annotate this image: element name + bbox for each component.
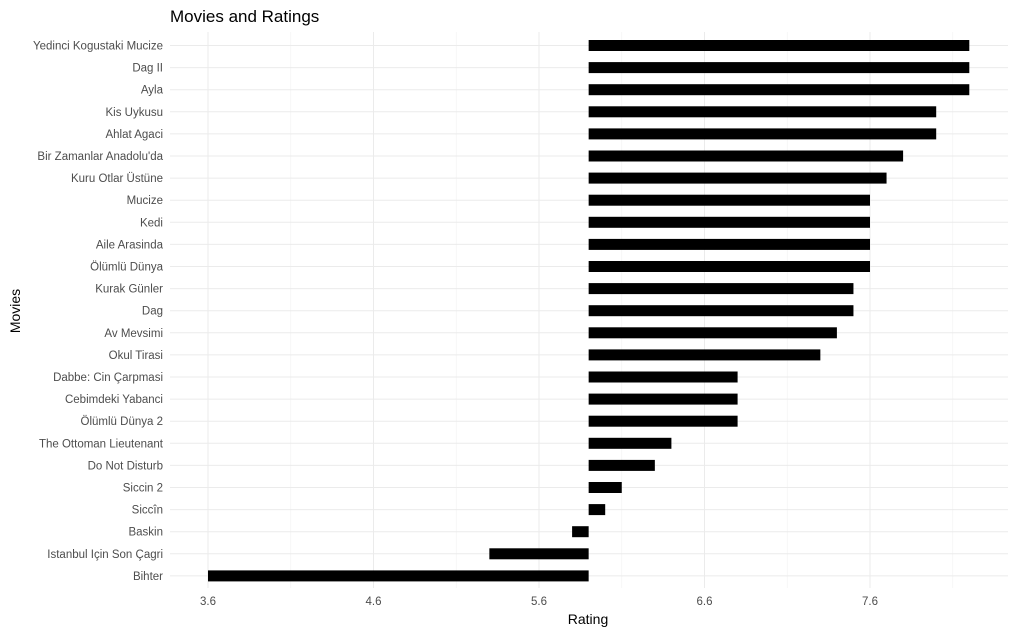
y-tick-label: Yedinci Kogustaki Mucize [33, 41, 163, 53]
y-tick-label: Ölümlü Dünya [90, 262, 163, 274]
x-tick-label: 4.6 [366, 596, 382, 608]
bar [588, 459, 655, 471]
y-tick-label: Ayla [141, 85, 164, 97]
bar [588, 371, 738, 383]
bar [588, 349, 821, 361]
bar [588, 62, 970, 74]
bar [208, 570, 589, 582]
y-tick-label: Cebimdeki Yabanci [65, 394, 163, 406]
y-tick-label: Aile Arasinda [96, 239, 164, 251]
y-tick-label: Kis Uykusu [105, 107, 163, 119]
bar [572, 526, 589, 538]
y-tick-label: Baskin [128, 527, 163, 539]
bar [588, 283, 854, 295]
bar [588, 238, 870, 250]
y-tick-label: Bihter [133, 571, 163, 583]
x-tick-labels: 3.6 4.6 5.6 6.6 7.6 [200, 596, 878, 608]
bar [588, 437, 672, 449]
bar [588, 327, 837, 339]
y-tick-label: Mucize [127, 195, 163, 207]
bar [588, 172, 887, 184]
y-tick-label: Kuru Otlar Üstüne [71, 173, 163, 185]
y-tick-label: Do Not Disturb [88, 460, 163, 472]
bar [588, 261, 870, 272]
bar [588, 194, 870, 206]
bar [588, 84, 970, 96]
y-tick-label: Dabbe: Cin Çarpmasi [53, 372, 163, 384]
bar [588, 106, 937, 118]
y-tick-label: Dag II [132, 63, 163, 75]
bar [588, 216, 870, 228]
bar [588, 482, 622, 493]
bar [588, 305, 854, 317]
y-tick-label: The Ottoman Lieutenant [39, 438, 164, 450]
y-axis-title: Movies [7, 289, 23, 333]
x-tick-label: 6.6 [697, 596, 713, 608]
x-tick-label: 5.6 [531, 596, 547, 608]
y-tick-label: Siccîn [132, 505, 163, 517]
x-tick-label: 7.6 [862, 596, 878, 608]
y-tick-label: Dag [142, 306, 163, 318]
y-tick-label: Siccin 2 [123, 483, 163, 495]
chart-title: Movies and Ratings [170, 7, 319, 26]
bar [588, 504, 606, 516]
bar [588, 415, 738, 427]
x-axis-title: Rating [568, 611, 608, 627]
bar [588, 150, 904, 162]
bar [588, 40, 970, 51]
y-tick-label: Ölümlü Dünya 2 [81, 416, 163, 428]
bar [588, 393, 738, 405]
y-tick-label: Okul Tirasi [109, 350, 163, 362]
y-tick-label: Kedi [140, 217, 163, 229]
y-tick-label: Kurak Günler [95, 284, 163, 296]
y-tick-label: Bir Zamanlar Anadolu'da [37, 151, 163, 163]
x-tick-label: 3.6 [200, 596, 216, 608]
bars [208, 40, 970, 582]
y-tick-label: Av Mevsimi [104, 328, 163, 340]
y-tick-label: Ahlat Agaci [105, 129, 163, 141]
y-tick-labels: Yedinci Kogustaki Mucize Dag II Ayla Kis Uy… [33, 41, 164, 583]
y-tick-label: Istanbul Için Son Çagri [47, 549, 163, 561]
bar [588, 128, 937, 140]
bar [489, 548, 589, 560]
